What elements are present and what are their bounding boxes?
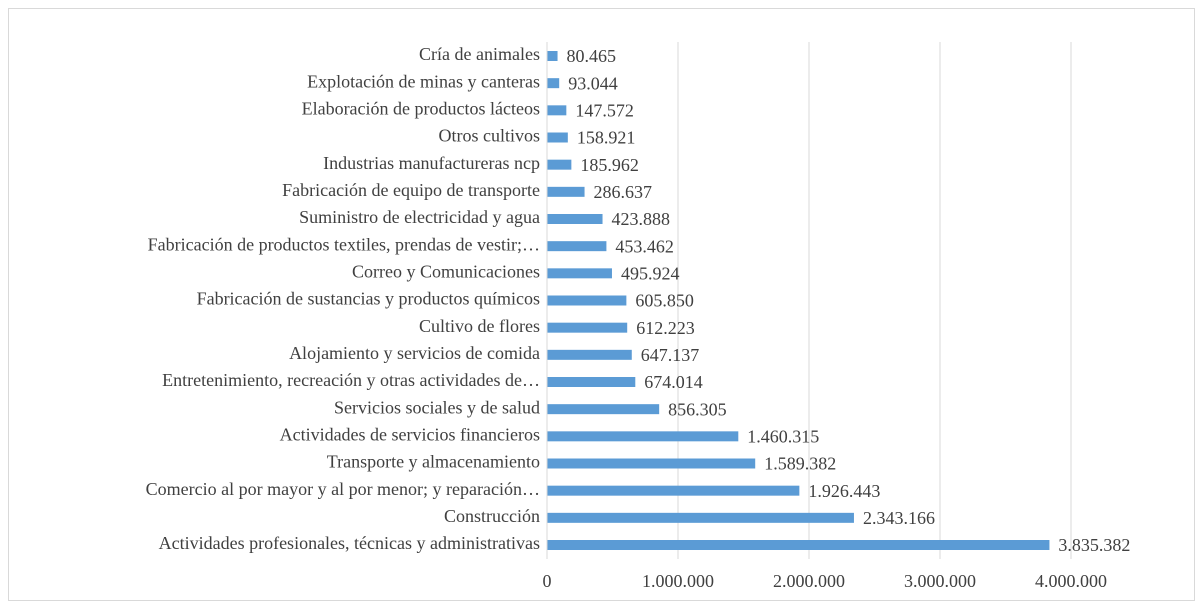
y-tick-label: Actividades profesionales, técnicas y ad… bbox=[159, 533, 540, 553]
x-tick-label: 0 bbox=[543, 571, 552, 591]
y-tick-label: Suministro de electricidad y agua bbox=[299, 207, 540, 227]
data-label: 147.572 bbox=[575, 100, 634, 120]
bar bbox=[547, 241, 607, 252]
data-label: 286.637 bbox=[594, 182, 653, 202]
y-tick-label: Actividades de servicios financieros bbox=[280, 424, 540, 444]
data-label: 495.924 bbox=[621, 263, 680, 283]
bar bbox=[547, 458, 756, 469]
data-label: 612.223 bbox=[636, 318, 695, 338]
x-tick-label: 4.000.000 bbox=[1035, 571, 1107, 591]
y-tick-label: Correo y Comunicaciones bbox=[352, 261, 540, 281]
bar bbox=[547, 431, 739, 442]
data-label: 605.850 bbox=[635, 291, 694, 311]
data-label: 674.014 bbox=[644, 372, 703, 392]
bar bbox=[547, 322, 628, 333]
y-tick-label: Transporte y almacenamiento bbox=[327, 452, 540, 472]
data-label: 856.305 bbox=[668, 399, 727, 419]
data-label: 453.462 bbox=[615, 236, 674, 256]
bar bbox=[547, 78, 560, 89]
x-tick-label: 1.000.000 bbox=[642, 571, 714, 591]
data-label: 185.962 bbox=[580, 155, 639, 175]
y-tick-label: Elaboración de productos lácteos bbox=[302, 98, 540, 118]
data-label: 93.044 bbox=[568, 73, 618, 93]
y-tick-label: Otros cultivos bbox=[439, 126, 541, 146]
data-label: 158.921 bbox=[577, 128, 636, 148]
data-label: 647.137 bbox=[641, 345, 700, 365]
bar bbox=[547, 214, 603, 224]
y-tick-label: Cría de animales bbox=[419, 44, 540, 64]
bar bbox=[547, 51, 558, 61]
bar bbox=[547, 485, 800, 496]
data-label: 423.888 bbox=[612, 209, 671, 229]
bar bbox=[547, 349, 632, 360]
bar bbox=[547, 186, 585, 197]
y-tick-label: Cultivo de flores bbox=[419, 316, 540, 336]
bar bbox=[547, 377, 636, 387]
bar bbox=[547, 295, 627, 306]
bar bbox=[547, 512, 854, 523]
bar bbox=[547, 132, 568, 143]
data-label: 1.926.443 bbox=[808, 481, 880, 501]
data-label: 2.343.166 bbox=[863, 508, 935, 528]
y-tick-label: Comercio al por mayor y al por menor; y … bbox=[146, 479, 540, 499]
x-tick-label: 2.000.000 bbox=[773, 571, 845, 591]
bar bbox=[547, 540, 1050, 550]
bar bbox=[547, 159, 572, 170]
data-label: 3.835.382 bbox=[1058, 535, 1130, 555]
x-tick-label: 3.000.000 bbox=[904, 571, 976, 591]
y-tick-label: Servicios sociales y de salud bbox=[334, 397, 540, 417]
y-tick-label: Alojamiento y servicios de comida bbox=[289, 343, 540, 363]
bar bbox=[547, 105, 567, 116]
y-tick-label: Entretenimiento, recreación y otras acti… bbox=[162, 370, 540, 390]
data-label: 1.460.315 bbox=[747, 426, 819, 446]
bar bbox=[547, 268, 612, 279]
y-tick-label: Industrias manufactureras ncp bbox=[323, 153, 540, 173]
y-tick-label: Construcción bbox=[444, 506, 540, 526]
y-tick-label: Fabricación de equipo de transporte bbox=[282, 180, 540, 200]
y-tick-label: Fabricación de sustancias y productos qu… bbox=[197, 289, 540, 309]
bar bbox=[547, 404, 660, 415]
y-tick-label: Fabricación de productos textiles, prend… bbox=[148, 234, 540, 254]
data-label: 1.589.382 bbox=[764, 454, 836, 474]
y-tick-label: Explotación de minas y canteras bbox=[307, 71, 540, 91]
data-label: 80.465 bbox=[567, 46, 617, 66]
